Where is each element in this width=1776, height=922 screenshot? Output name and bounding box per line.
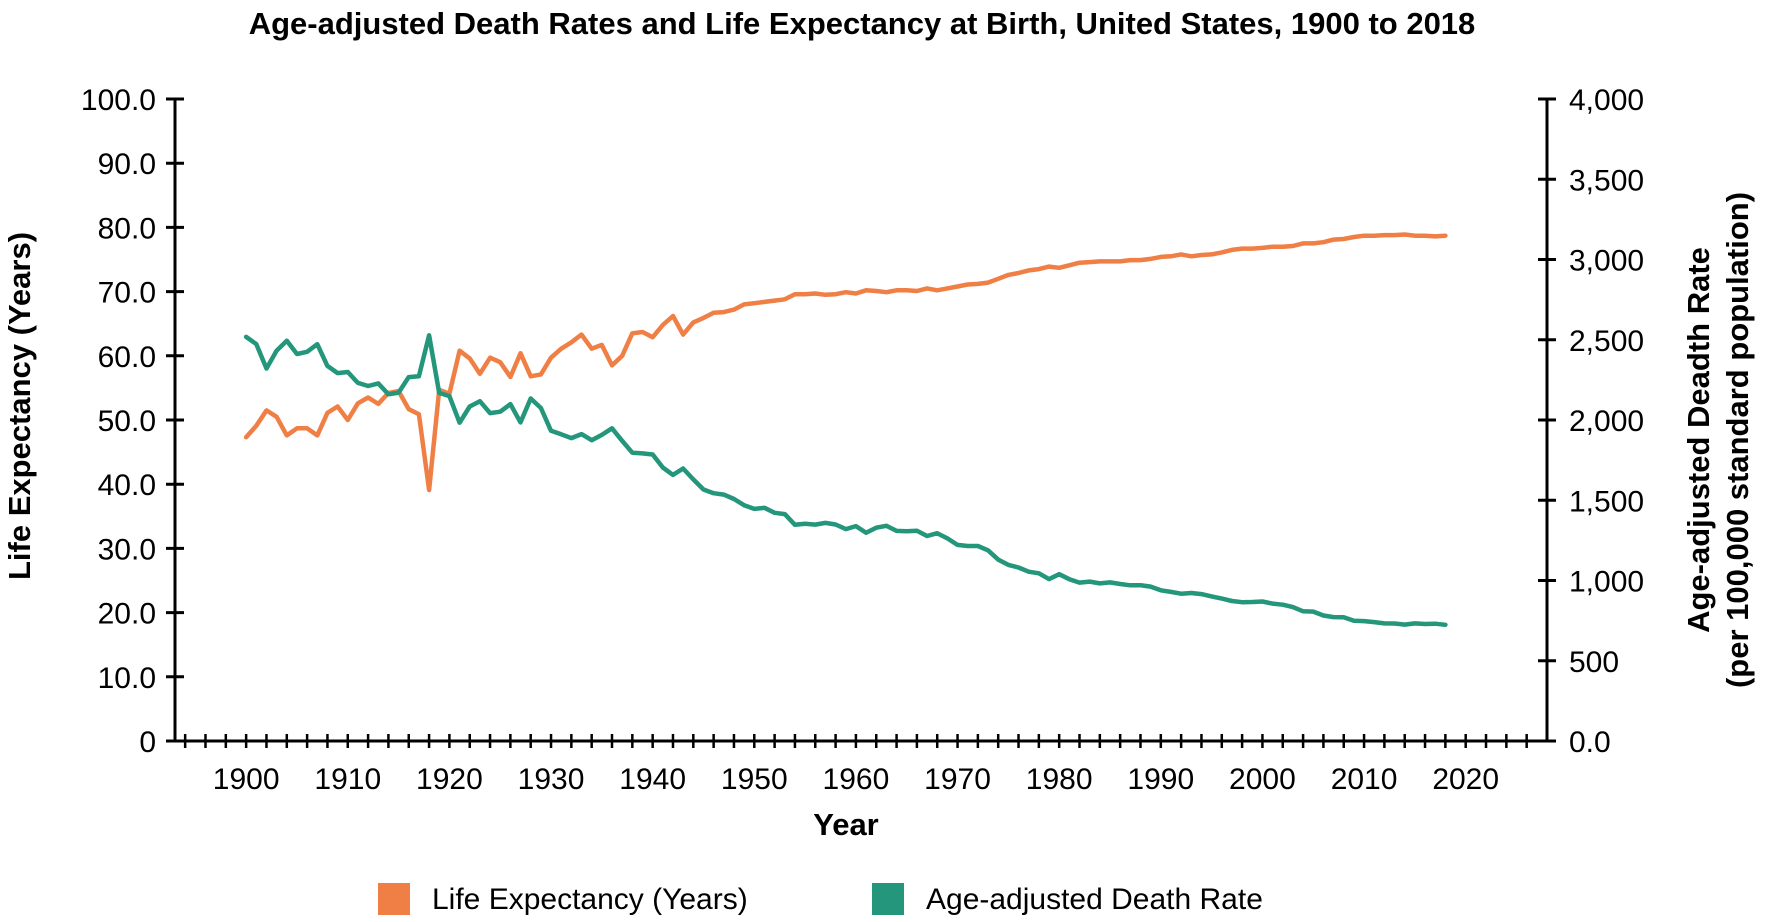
- x-tick-label: 1920: [416, 763, 483, 796]
- left-axis-ticks: 0 10.0 20.0 30.0 40.0 50.0 60.0 70.0 80.0 90.0 100…: [81, 84, 184, 759]
- right-tick-label: 1,500: [1569, 485, 1644, 518]
- right-tick-label: 3,000: [1569, 245, 1644, 278]
- right-tick-label: 500: [1569, 646, 1619, 679]
- x-tick-label: 1940: [619, 763, 686, 796]
- right-tick-label: 3,500: [1569, 164, 1644, 197]
- death-rate-line: [243, 333, 1448, 628]
- x-axis-ticks: 1900 1910 1920 1930 1940 1950 1960 1970 1980 1990…: [183, 734, 1528, 796]
- x-tick-label: 2010: [1331, 763, 1398, 796]
- life-expectancy-line: [243, 232, 1448, 493]
- right-axis-label-line2: (per 100,000 standard population): [1720, 192, 1755, 688]
- x-tick-label: 1910: [314, 763, 381, 796]
- x-tick-label: 1970: [924, 763, 991, 796]
- right-tick-label: 2,500: [1569, 325, 1644, 358]
- right-tick-label: 0.0: [1569, 726, 1611, 759]
- left-tick-label: 30.0: [98, 533, 156, 566]
- left-tick-label: 0: [139, 726, 156, 759]
- left-tick-label: 90.0: [98, 148, 156, 181]
- left-axis-label: Life Expectancy (Years): [2, 232, 37, 580]
- plot-area: [173, 99, 1549, 743]
- legend-label-death-rate: Age-adjusted Death Rate: [926, 883, 1263, 916]
- left-tick-label: 80.0: [98, 212, 156, 245]
- series-lines: [243, 232, 1448, 628]
- legend-swatch-death-rate: [872, 883, 904, 915]
- x-tick-label: 1900: [213, 763, 280, 796]
- right-tick-label: 4,000: [1569, 84, 1644, 117]
- left-tick-label: 60.0: [98, 341, 156, 374]
- left-tick-label: 10.0: [98, 662, 156, 695]
- x-tick-label: 1990: [1127, 763, 1194, 796]
- x-tick-label: 2020: [1432, 763, 1499, 796]
- left-tick-label: 100.0: [81, 84, 156, 117]
- legend-label-life-expectancy: Life Expectancy (Years): [432, 883, 748, 916]
- x-tick-label: 1930: [518, 763, 585, 796]
- left-tick-label: 70.0: [98, 277, 156, 310]
- right-tick-label: 2,000: [1569, 405, 1644, 438]
- legend-swatch-life-expectancy: [378, 883, 410, 915]
- right-tick-label: 1,000: [1569, 566, 1644, 599]
- legend: Life Expectancy (Years) Age-adjusted Dea…: [378, 883, 1263, 916]
- left-tick-label: 50.0: [98, 405, 156, 438]
- x-tick-label: 1950: [721, 763, 788, 796]
- x-tick-label: 1980: [1026, 763, 1093, 796]
- x-axis-label: Year: [813, 807, 879, 842]
- chart-title: Age-adjusted Death Rates and Life Expect…: [249, 6, 1476, 41]
- x-tick-label: 1960: [823, 763, 890, 796]
- right-axis-ticks: 0.0 500 1,000 1,500 2,000 2,500 3,000 3,500 4,00…: [1538, 84, 1644, 759]
- x-tick-label: 2000: [1229, 763, 1296, 796]
- left-tick-label: 40.0: [98, 469, 156, 502]
- left-tick-label: 20.0: [98, 598, 156, 631]
- right-axis-label-line1: Age-adjusted Deadth Rate: [1681, 247, 1716, 633]
